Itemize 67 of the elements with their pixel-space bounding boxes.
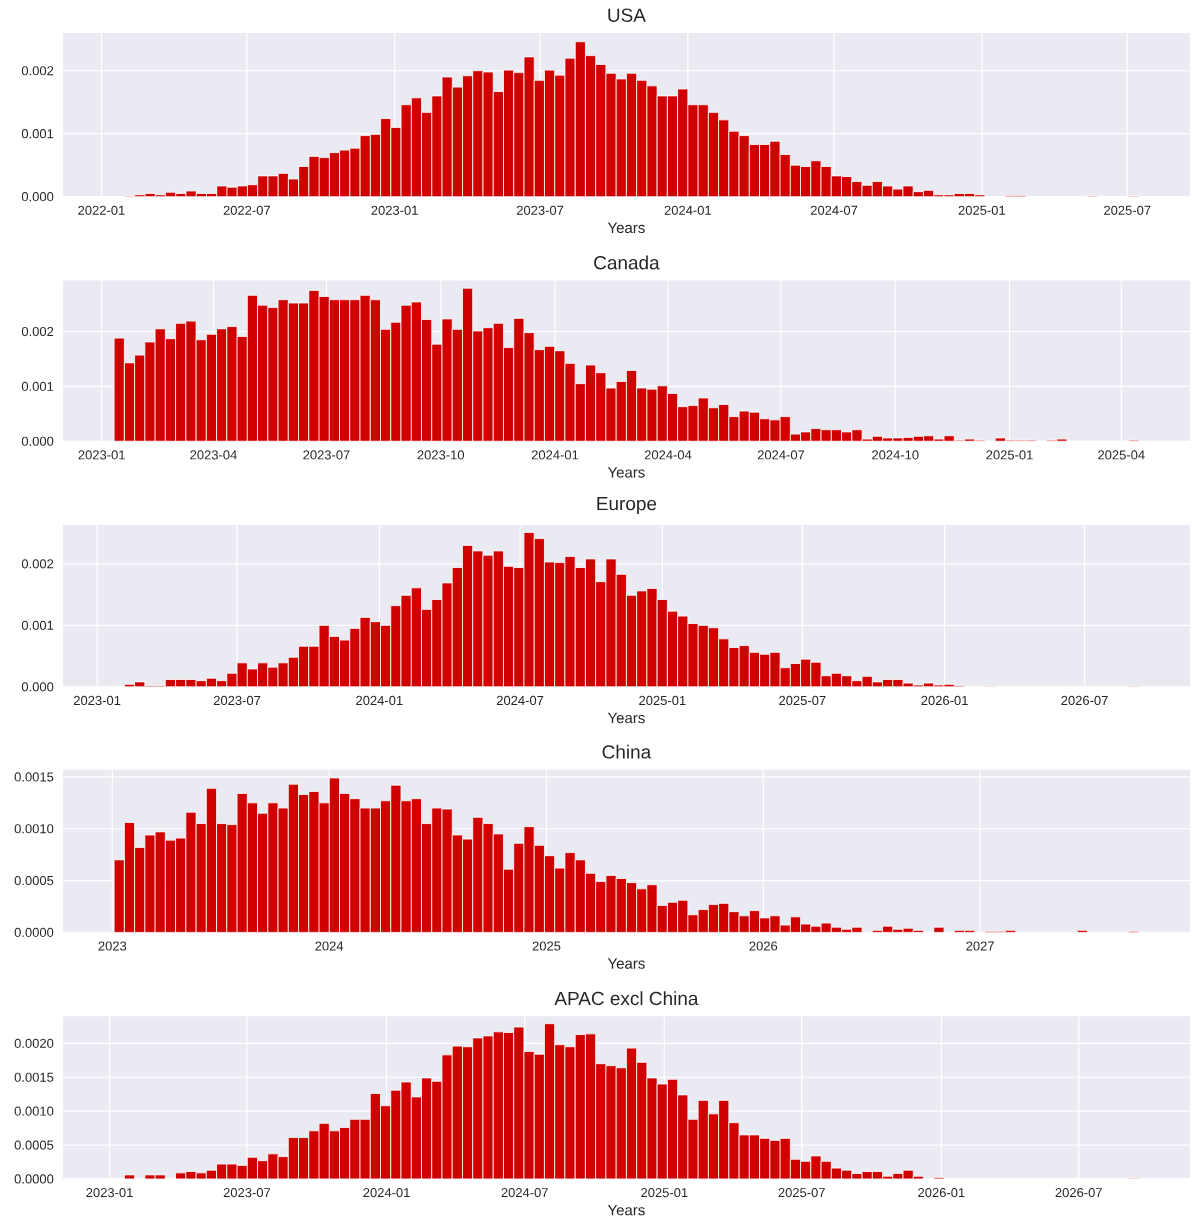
x-axis-title: Years <box>607 222 645 234</box>
x-axis-title: Years <box>607 1204 645 1216</box>
x-tick-label: 2023-10 <box>417 450 465 460</box>
y-tick-label: 0.000 <box>21 192 54 202</box>
x-tick-label: 2023-07 <box>303 450 350 460</box>
x-tick-label: 2026-07 <box>1055 1188 1102 1198</box>
y-tick-label: 0.002 <box>21 559 54 569</box>
y-tick-label: 0.0015 <box>14 1072 54 1082</box>
x-tick-label: 2025-07 <box>1104 205 1151 215</box>
y-tick-label: 0.000 <box>21 682 54 692</box>
y-tick-label: 0.0015 <box>14 772 54 782</box>
chart-title: USA <box>608 8 646 22</box>
chart-title: China <box>602 744 652 759</box>
x-tick-label: 2025-01 <box>986 450 1033 460</box>
x-tick-label: 2027 <box>966 941 994 951</box>
x-tick-label: 2024-07 <box>501 1188 548 1198</box>
y-tick-label: 0.001 <box>21 129 54 139</box>
y-tick-label: 0.0000 <box>14 1174 54 1184</box>
x-tick-label: 2024-04 <box>644 450 692 460</box>
chart-title: APAC excl China <box>554 991 699 1006</box>
x-tick-label: 2025-01 <box>641 1188 688 1198</box>
x-tick-label: 2022-01 <box>78 205 125 215</box>
x-tick-label: 2023-01 <box>86 1188 133 1198</box>
x-tick-label: 2025-01 <box>958 205 1006 215</box>
x-tick-label: 2023-01 <box>78 450 125 460</box>
y-tick-label: 0.0005 <box>14 875 54 886</box>
x-tick-label: 2024-07 <box>810 205 858 215</box>
x-tick-label: 2025 <box>532 941 561 951</box>
x-tick-label: 2023-07 <box>213 695 261 706</box>
x-tick-label: 2023-07 <box>223 1188 271 1198</box>
y-tick-label: 0.001 <box>21 620 54 630</box>
x-axis-title: Years <box>607 958 645 969</box>
x-axis-title: Years <box>607 467 645 478</box>
y-tick-label: 0.0000 <box>14 927 54 937</box>
x-tick-label: 2024-01 <box>531 450 579 460</box>
y-tick-label: 0.002 <box>21 326 54 337</box>
x-tick-label: 2023-04 <box>190 450 237 460</box>
chart-title: Europe <box>597 497 657 515</box>
x-tick-label: 2024-07 <box>757 450 805 460</box>
x-tick-label: 2024-01 <box>664 205 712 215</box>
x-tick-label: 2025-07 <box>779 695 826 706</box>
x-tick-label: 2023-01 <box>74 695 121 706</box>
x-tick-label: 2024-10 <box>872 450 919 460</box>
x-tick-label: 2026-01 <box>918 1188 965 1198</box>
y-tick-label: 0.000 <box>21 436 54 446</box>
x-tick-label: 2026-07 <box>1061 695 1108 706</box>
x-tick-label: 2023-07 <box>516 205 564 215</box>
x-tick-label: 2024-07 <box>496 695 544 706</box>
x-tick-label: 2024-01 <box>363 1188 410 1198</box>
y-tick-label: 0.0010 <box>14 1106 54 1116</box>
x-tick-label: 2024 <box>315 941 344 951</box>
x-axis-title: Years <box>607 712 645 724</box>
x-tick-label: 2025-04 <box>1098 450 1145 460</box>
x-tick-label: 2026-01 <box>921 695 968 706</box>
chart-title: Canada <box>594 255 660 270</box>
y-tick-label: 0.0020 <box>14 1038 54 1048</box>
x-tick-label: 2025-01 <box>639 695 686 706</box>
x-tick-label: 2025-07 <box>778 1188 825 1198</box>
y-tick-label: 0.0005 <box>14 1140 54 1150</box>
x-tick-label: 2026 <box>749 941 778 951</box>
y-tick-label: 0.0010 <box>14 824 54 834</box>
x-tick-label: 2023 <box>98 941 127 951</box>
y-tick-label: 0.001 <box>21 381 54 391</box>
x-tick-label: 2022-07 <box>223 205 271 215</box>
y-tick-label: 0.002 <box>21 66 54 76</box>
x-tick-label: 2024-01 <box>356 695 403 706</box>
x-tick-label: 2023-01 <box>371 205 418 215</box>
